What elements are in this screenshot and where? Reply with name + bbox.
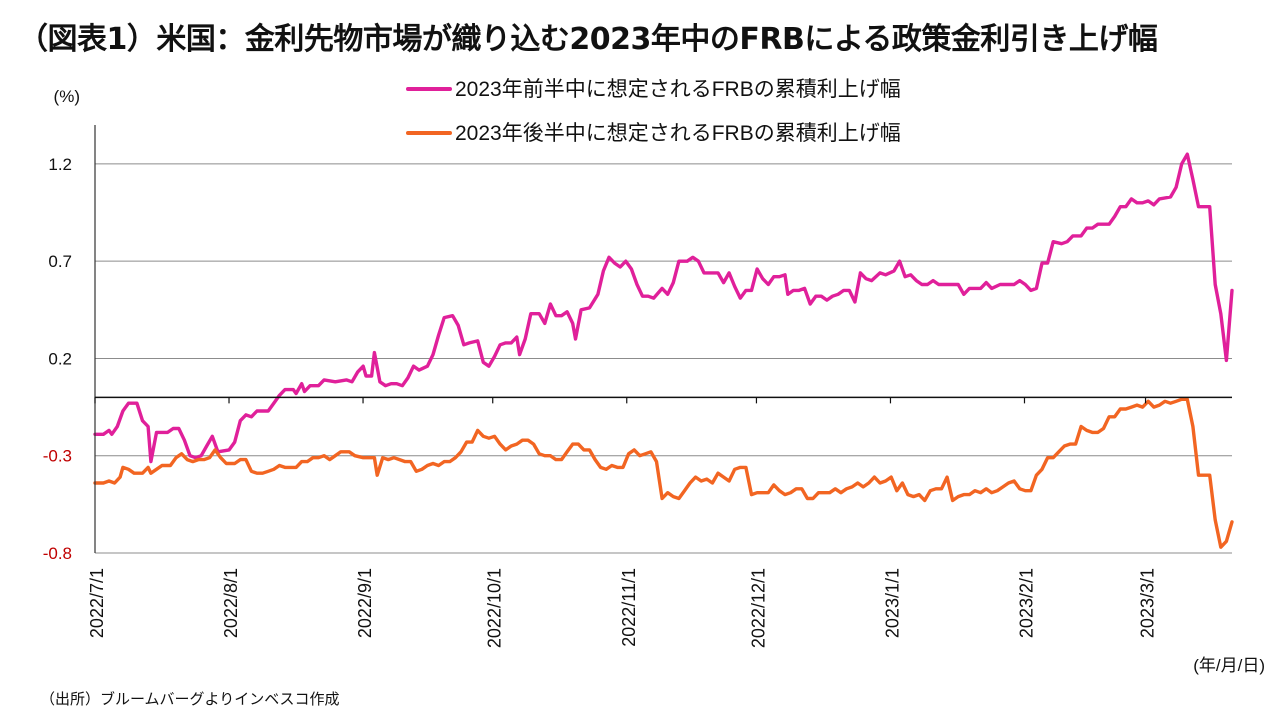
x-tick-label: 2022/12/1 [748,568,768,648]
x-tick-label: 2023/1/1 [882,568,902,638]
axes: 1.2 0.7 0.2 -0.3 -0.8 2022/7/1 2022/8/1 2022/9/… [43,125,1232,648]
legend-label: 2023年前半中に想定されるFRBの累積利上げ幅 [455,78,901,101]
legend: 2023年前半中に想定されるFRBの累積利上げ幅 2023年後半中に想定されるFR… [406,78,901,145]
gridlines [95,163,1232,554]
y-tick-label: 1.2 [48,155,72,174]
x-tick-label: 2022/10/1 [485,568,505,648]
y-tick-label: 0.7 [48,252,72,271]
x-tick-label: 2022/9/1 [355,568,375,638]
x-tick-label: 2022/11/1 [619,568,639,647]
x-tick-label: 2022/8/1 [221,568,241,638]
legend-label: 2023年後半中に想定されるFRBの累積利上げ幅 [455,122,901,145]
chart-title: （図表1）米国：金利先物市場が織り込む2023年中のFRBによる政策金利引き上げ… [18,22,1158,57]
x-tick-label: 2023/2/1 [1016,568,1036,638]
y-tick-label: -0.8 [43,544,72,563]
x-axis-unit-label: (年/月/日) [1193,656,1265,675]
source-note: （出所）ブルームバーグよりインベスコ作成 [40,690,340,708]
series-line-1 [93,152,1234,464]
x-tick-label: 2023/3/1 [1138,568,1158,638]
series-line-2 [93,397,1234,549]
x-tick-label: 2022/7/1 [87,568,107,638]
y-axis-unit-label: (%) [54,87,80,106]
y-tick-label: -0.3 [43,447,72,466]
y-tick-label: 0.2 [48,349,72,368]
series-lines [93,152,1234,549]
